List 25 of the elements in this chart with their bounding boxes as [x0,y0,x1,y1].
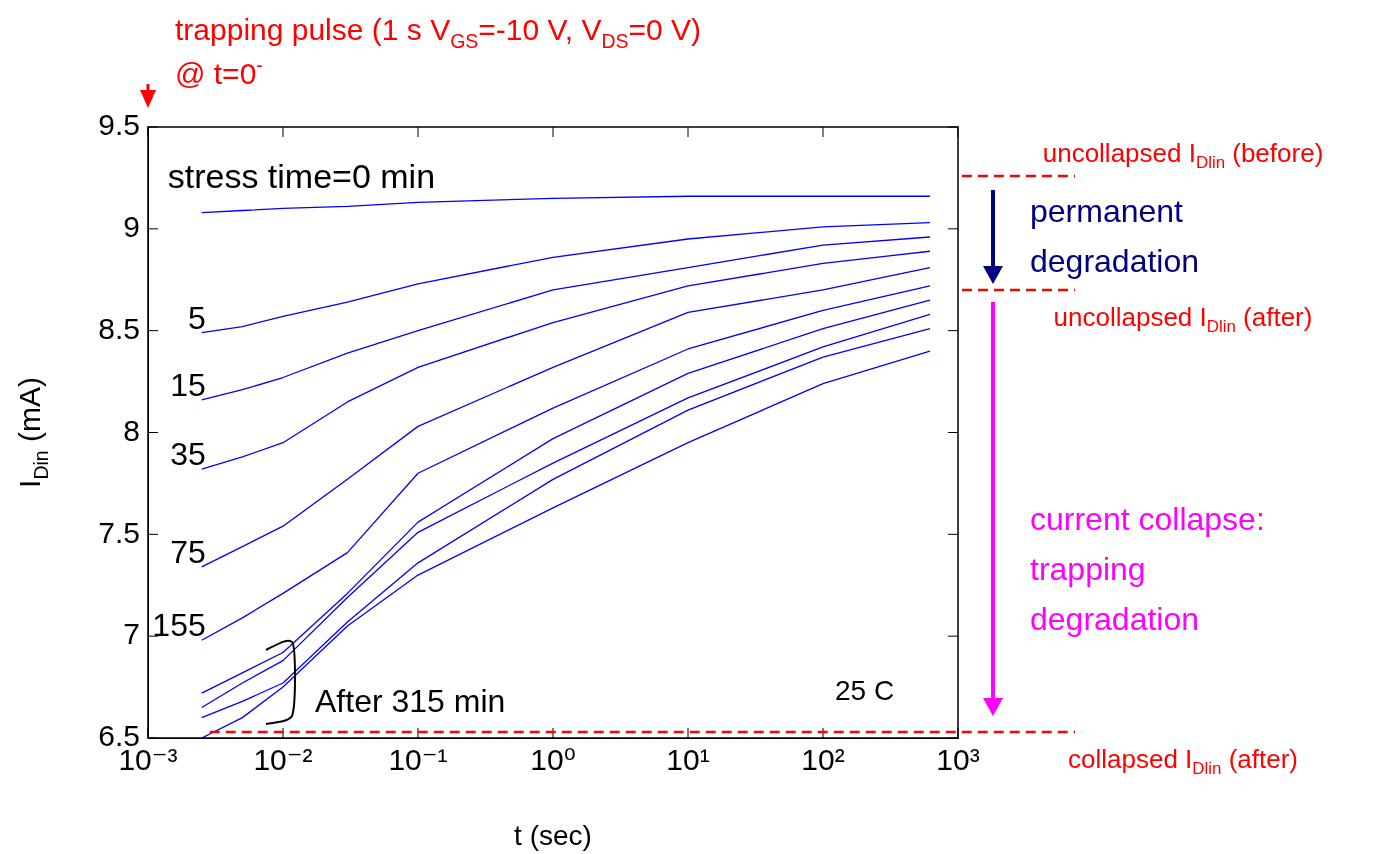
y-axis-title: IDin (mA) [13,377,52,488]
series-label: 5 [187,299,206,336]
series-label: 155 [152,607,206,644]
x-tick-label: 10⁰ [530,743,576,777]
series-label: 75 [170,533,206,570]
y-tick-label: 7.5 [98,515,140,549]
text: current collapse: trapping degradation [1030,501,1265,637]
series-label: stress time=0 min [167,156,436,195]
series-label: 15 [170,366,206,403]
series-label: 35 [170,436,206,473]
text: @ t=0- [175,54,263,90]
text: permanent degradation [1030,193,1200,279]
x-tick-label: 10⁻² [253,743,313,777]
x-tick-label: 10² [801,743,845,777]
x-tick-label: 10¹ [666,743,710,777]
y-tick-label: 9 [123,210,140,244]
x-axis-title: t (sec) [514,819,592,851]
y-tick-label: 8 [123,413,140,447]
y-tick-label: 9.5 [98,108,140,142]
y-tick-label: 7 [123,617,140,651]
annotation: After 315 min [315,683,506,719]
annotation: 25 C [835,675,895,706]
x-tick-label: 10³ [936,743,980,777]
y-tick-label: 8.5 [98,311,140,345]
x-tick-label: 10⁻¹ [388,743,448,777]
